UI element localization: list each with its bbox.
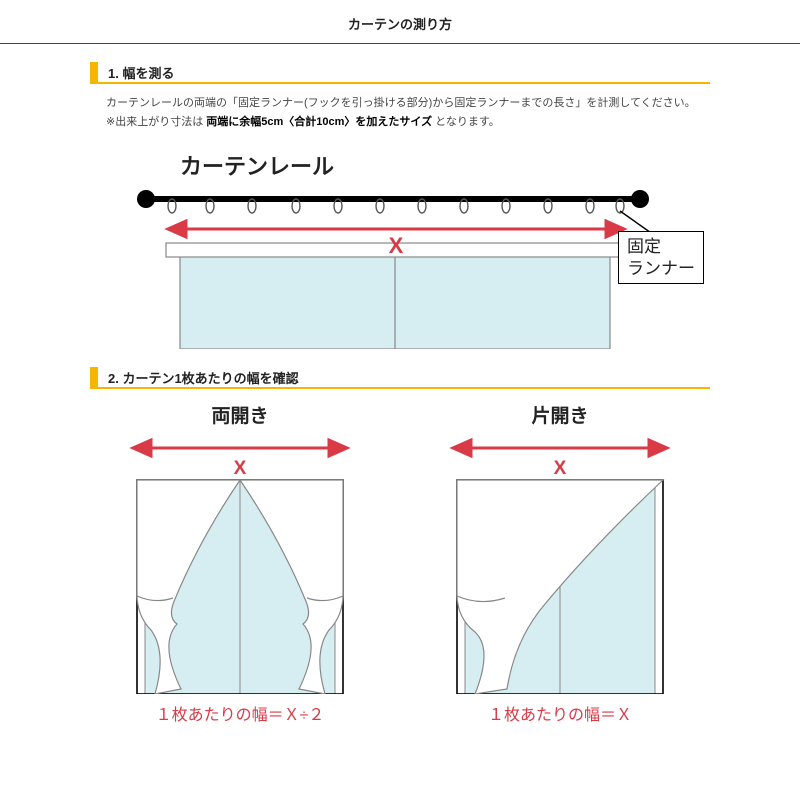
panel-single: 片開き X １枚あたりの幅＝Ｘ [435, 401, 685, 725]
desc-line2c: となります。 [435, 116, 500, 128]
section-2-header: 2. カーテン1枚あたりの幅を確認 [90, 367, 710, 389]
figure-2-row: 両開き X １枚あたりの幅＝Ｘ÷２ 片開き [0, 401, 800, 725]
svg-text:X: X [554, 458, 567, 479]
desc-line2b: 両端に余幅5cm〈合計10cm〉を加えたサイズ [206, 116, 432, 128]
callout-l2: ランナー [627, 259, 695, 278]
section-2-title: 2. カーテン1枚あたりの幅を確認 [108, 368, 299, 387]
rail-label: カーテンレール [180, 149, 334, 181]
accent-bar [90, 367, 98, 387]
section-1-description: カーテンレールの両端の「固定ランナー(フックを引っ掛ける部分)から固定ランナーま… [106, 94, 706, 131]
panel-double: 両開き X １枚あたりの幅＝Ｘ÷２ [115, 401, 365, 725]
runner-callout: 固定 ランナー [618, 231, 704, 284]
page-title: カーテンの測り方 [0, 0, 800, 44]
accent-bar [90, 62, 98, 82]
desc-line1: カーテンレールの両端の「固定ランナー(フックを引っ掛ける部分)から固定ランナーま… [106, 97, 696, 109]
panel-double-title: 両開き [115, 401, 365, 428]
svg-text:X: X [234, 458, 247, 479]
formula-double: １枚あたりの幅＝Ｘ÷２ [115, 701, 365, 725]
figure-1-rail: カーテンレール X [80, 149, 720, 349]
x-label: X [389, 233, 404, 258]
single-svg: X [435, 434, 685, 694]
desc-line2a: ※出来上がり寸法は [106, 116, 203, 128]
section-1-header: 1. 幅を測る [90, 62, 710, 84]
panel-single-title: 片開き [435, 401, 685, 428]
formula-single: １枚あたりの幅＝Ｘ [435, 701, 685, 725]
double-svg: X [115, 434, 365, 694]
callout-l1: 固定 [627, 237, 661, 256]
section-1-title: 1. 幅を測る [108, 63, 174, 82]
